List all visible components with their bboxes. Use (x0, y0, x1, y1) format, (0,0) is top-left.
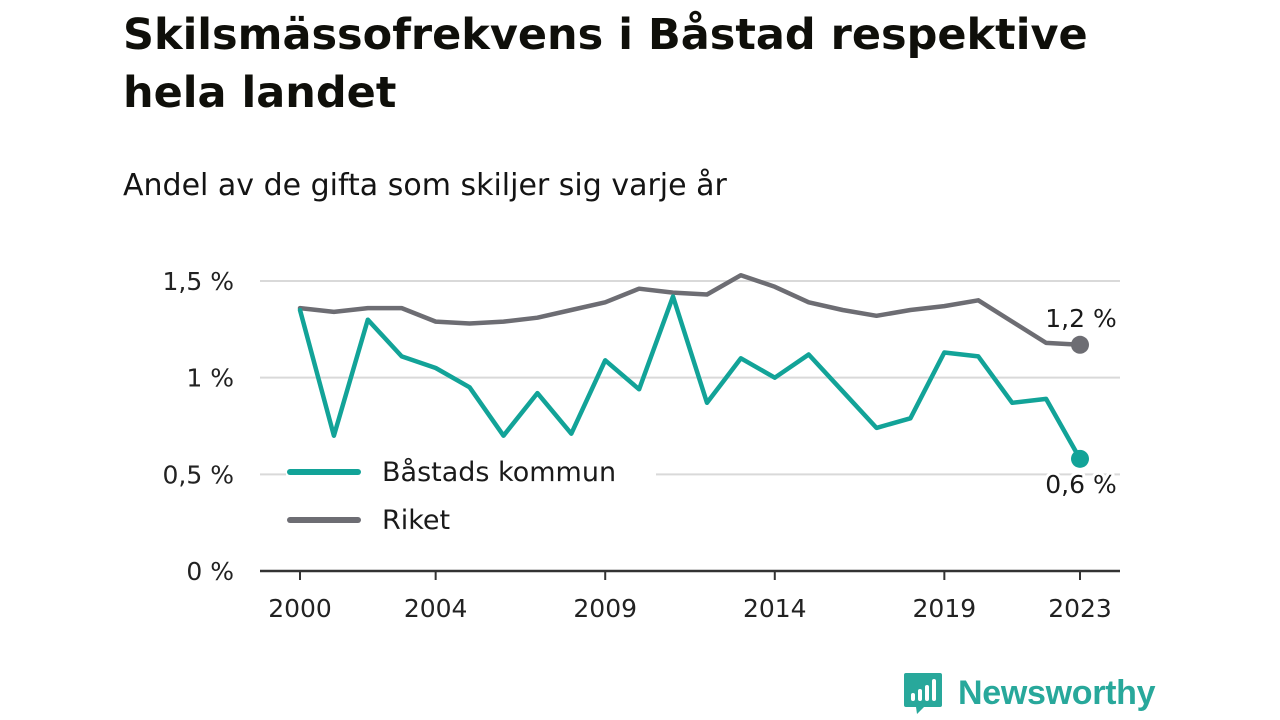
chart-title: Skilsmässofrekvens i Båstad respektive h… (123, 10, 1088, 118)
end-label: 0,6 % (1045, 470, 1116, 499)
x-tick-label: 2000 (268, 594, 332, 623)
chart-subtitle: Andel av de gifta som skiljer sig varje … (123, 168, 727, 203)
series-line-0 (297, 294, 1083, 462)
x-tick-label: 2009 (573, 594, 637, 623)
legend-label: Riket (382, 505, 450, 536)
x-tick-label: 2023 (1048, 594, 1112, 623)
y-tick-label: 0,5 % (163, 460, 234, 489)
end-label: 1,2 % (1045, 304, 1116, 333)
series-end-marker-0 (1071, 449, 1089, 468)
newsworthy-logo: Newsworthy (902, 672, 1156, 714)
series-line-1 (297, 272, 1083, 348)
end-labels: 0,6 % 1,2 % (1042, 301, 1119, 502)
y-tick-label: 0 % (186, 557, 234, 586)
line-chart: 0 % 0,5 % 1 % 1,5 % 2000 2004 2009 2014 2019 202… (163, 267, 1120, 623)
x-tick-label: 2014 (743, 594, 807, 623)
series-lines (297, 272, 1089, 468)
y-tick-label: 1 % (186, 364, 234, 393)
y-axis: 0 % 0,5 % 1 % 1,5 % (163, 267, 234, 586)
series-end-marker-1 (1071, 335, 1089, 354)
bar-chart-speech-bubble-icon (904, 673, 942, 714)
x-tick-label: 2019 (913, 594, 977, 623)
brand-name: Newsworthy (958, 673, 1156, 712)
legend-label: Båstads kommun (382, 457, 616, 488)
y-tick-label: 1,5 % (163, 267, 234, 296)
legend: Båstads kommun Riket (286, 457, 656, 538)
x-axis: 2000 2004 2009 2014 2019 2023 (260, 569, 1120, 623)
x-tick-label: 2004 (404, 594, 468, 623)
